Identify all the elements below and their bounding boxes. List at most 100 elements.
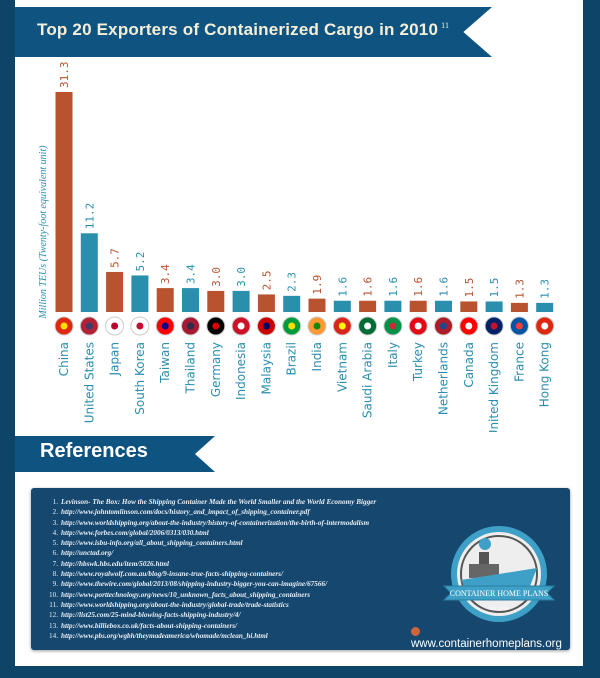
- title-banner: Top 20 Exporters of Containerized Cargo …: [15, 7, 492, 57]
- flag-icon: [231, 316, 251, 336]
- reference-number: 1.: [52, 498, 58, 506]
- value-label: 1.5: [488, 278, 501, 298]
- reference-text: http://www.isbu-info.org/all_about_shipp…: [61, 539, 243, 548]
- reference-item[interactable]: 2. http://www.johntomlinson.com/docs/hist…: [45, 507, 376, 517]
- value-label: 3.4: [159, 264, 172, 284]
- bar-malaysia: [257, 294, 275, 312]
- category-label: Thailand: [184, 342, 198, 395]
- reference-item[interactable]: 7. http://hbswk.hbs.edu/item/5026.html: [45, 559, 376, 569]
- bar-france: [510, 302, 528, 312]
- chart-title: Top 20 Exporters of Containerized Cargo …: [37, 20, 449, 40]
- flag-icon: [181, 316, 200, 336]
- flag-icon: [155, 316, 175, 336]
- reference-text: http://www.worldshipping.org/about-the-i…: [61, 518, 370, 527]
- logo-text: CONTAINER HOME PLANS: [450, 589, 548, 598]
- reference-item[interactable]: 6. http://unctad.org/: [45, 548, 376, 558]
- reference-number: 3.: [52, 518, 58, 527]
- reference-text: http://www.royalwolf.com.au/blog/9-insan…: [61, 570, 283, 579]
- reference-text: http://www.billiebox.co.uk/facts-about-s…: [61, 621, 238, 630]
- reference-number: 8.: [52, 570, 58, 579]
- flag-icon: [206, 316, 226, 336]
- title-footnote: 11: [441, 21, 450, 31]
- website-text: www.containerhomeplans.org: [411, 638, 562, 650]
- value-label: 1.6: [412, 277, 425, 297]
- category-label: Netherlands: [437, 342, 451, 415]
- bar-turkey: [409, 300, 427, 312]
- reference-item[interactable]: 4. http://www.forbes.com/global/2006/0313…: [45, 528, 376, 538]
- reference-text: http://www.thewire.com/global/2013/08/sh…: [61, 580, 328, 589]
- category-label: Vietnam: [335, 342, 349, 392]
- flag-icon: [535, 316, 555, 336]
- flag-icon: [307, 316, 327, 336]
- value-label: 1.6: [362, 277, 375, 297]
- reference-item[interactable]: 8. http://www.royalwolf.com.au/blog/9-ins…: [45, 569, 376, 579]
- reference-item[interactable]: 3. http://www.worldshipping.org/about-the…: [45, 518, 376, 528]
- reference-item[interactable]: 10. http://www.porttechnology.org/news/10…: [45, 590, 376, 600]
- value-label: 1.6: [336, 277, 349, 297]
- value-label: 1.3: [539, 279, 552, 299]
- category-label: Japan: [108, 342, 122, 376]
- reference-number: 4.: [52, 528, 58, 537]
- reference-number: 9.: [52, 580, 58, 589]
- value-label: 1.9: [311, 275, 324, 295]
- bar-india: [308, 298, 326, 312]
- website-link[interactable]: www.containerhomeplans.org: [411, 626, 570, 650]
- flag-icon: [383, 316, 403, 336]
- value-label: 1.6: [387, 277, 400, 297]
- reference-number: 13.: [49, 621, 58, 630]
- reference-number: 2.: [52, 508, 58, 517]
- bar-netherlands: [435, 300, 452, 312]
- bar-canada: [460, 301, 478, 312]
- bar-italy: [384, 300, 402, 312]
- category-label: France: [512, 342, 526, 382]
- reference-text: http://unctad.org/: [61, 549, 114, 558]
- bar-united-kingdom: [485, 301, 503, 312]
- container-home-plans-logo: CONTAINER HOME PLANS Est. 2014: [442, 526, 556, 622]
- reference-text: http://hbswk.hbs.edu/item/5026.html: [61, 559, 170, 568]
- value-label: 1.6: [438, 277, 451, 297]
- value-label: 31.3: [58, 62, 71, 89]
- flag-icon: [79, 316, 99, 336]
- reference-item[interactable]: 11. http://www.worldshipping.org/about-th…: [45, 600, 376, 610]
- bar-saudi-arabia: [359, 300, 377, 312]
- category-label: Canada: [462, 342, 476, 388]
- bar-hong-kong: [536, 302, 554, 312]
- bar-brazil: [283, 295, 301, 312]
- reference-item[interactable]: 12. http://list25.com/25-mind-blowing-fac…: [45, 610, 376, 620]
- flag-icon: [408, 316, 428, 336]
- reference-item[interactable]: 9. http://www.thewire.com/global/2013/08/…: [45, 579, 376, 589]
- category-label: Germany: [209, 342, 223, 397]
- category-label: United States: [82, 342, 96, 423]
- bar-thailand: [182, 288, 199, 312]
- value-label: 5.2: [134, 252, 147, 272]
- category-label: Malaysia: [259, 342, 273, 394]
- value-label: 3.0: [235, 267, 248, 287]
- category-label: China: [57, 342, 71, 376]
- bar-japan: [106, 271, 124, 312]
- references-heading: References: [40, 440, 148, 462]
- bar-south-korea: [131, 275, 149, 312]
- bar-chart: Million TEUs (Twenty-foot equivalent uni…: [38, 62, 555, 432]
- category-label: Saudi Arabia: [361, 342, 375, 418]
- references-box: 1. Levinson- The Box: How the Shipping Co…: [31, 488, 570, 650]
- reference-number: 7.: [52, 559, 58, 568]
- value-label: 2.3: [286, 272, 299, 292]
- category-label: South Korea: [133, 342, 147, 415]
- category-label: Taiwan: [158, 342, 172, 384]
- title-text: Top 20 Exporters of Containerized Cargo …: [37, 20, 439, 39]
- flag-icon: [282, 316, 302, 336]
- bar-indonesia: [232, 290, 250, 312]
- flag-icon: [509, 316, 529, 336]
- y-axis-label: Million TEUs (Twenty-foot equivalent uni…: [38, 145, 49, 320]
- reference-item[interactable]: 14. http://www.pbs.org/wgbh/theymadeameri…: [45, 631, 376, 641]
- category-label: United Kingdom: [487, 342, 501, 432]
- reference-text: http://www.johntomlinson.com/docs/histor…: [61, 508, 310, 517]
- reference-item[interactable]: 5. http://www.isbu-info.org/all_about_shi…: [45, 538, 376, 548]
- reference-item[interactable]: 13. http://www.billiebox.co.uk/facts-abou…: [45, 621, 376, 631]
- reference-item[interactable]: 1. Levinson- The Box: How the Shipping Co…: [45, 497, 377, 507]
- reference-text: Levinson- The Box: How the Shipping Cont…: [61, 498, 377, 506]
- category-label: Hong Kong: [538, 342, 552, 407]
- bar-taiwan: [156, 288, 174, 312]
- flag-icon: [358, 316, 378, 336]
- reference-text: http://www.forbes.com/global/2006/0313/0…: [61, 528, 209, 537]
